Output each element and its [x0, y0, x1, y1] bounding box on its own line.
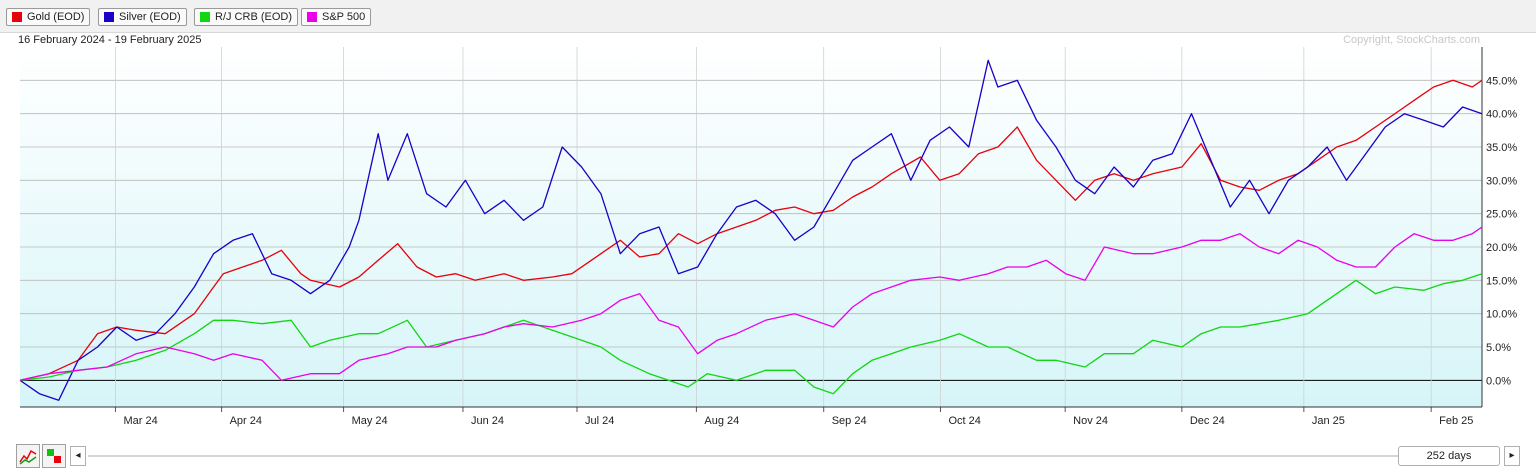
- series-line-sp500: [19, 226, 1483, 381]
- y-tick-label: 5.0%: [1486, 342, 1511, 354]
- x-tick-label: May 24: [352, 415, 388, 427]
- x-tick-label: Jun 24: [471, 415, 504, 427]
- x-tick-label: Feb 25: [1439, 415, 1473, 427]
- compare-view-icon[interactable]: [42, 444, 66, 468]
- y-tick-label: 35.0%: [1486, 142, 1517, 154]
- performance-chart: 0.0% 5.0% 10.0% 15.0% 20.0% 25.0% 30.0% 35.0% 40…: [19, 47, 1517, 427]
- date-range: 16 February 2024 - 19 February 2025: [18, 34, 202, 46]
- y-tick-label: 20.0%: [1486, 242, 1517, 254]
- series-line-gold: [19, 79, 1483, 381]
- silver-swatch-icon: [104, 12, 114, 22]
- y-tick-label: 25.0%: [1486, 209, 1517, 221]
- legend-bar: Gold (EOD) Silver (EOD) R/J CRB (EOD) S&…: [0, 0, 1536, 33]
- timeline-scrollbar[interactable]: [88, 455, 1398, 457]
- legend-gold-label: Gold (EOD): [27, 11, 85, 23]
- y-tick-label: 10.0%: [1486, 309, 1517, 321]
- x-tick-label: Mar 24: [123, 415, 157, 427]
- scroll-left-button[interactable]: ◂: [70, 446, 86, 466]
- x-tick-label: Aug 24: [704, 415, 739, 427]
- legend-sp500-label: S&P 500: [322, 11, 366, 23]
- x-tick-label: Apr 24: [230, 415, 262, 427]
- y-tick-label: 40.0%: [1486, 109, 1517, 121]
- x-tick-label: Jul 24: [585, 415, 614, 427]
- x-tick-label: Oct 24: [948, 415, 980, 427]
- crb-swatch-icon: [200, 12, 210, 22]
- y-tick-label: 15.0%: [1486, 275, 1517, 287]
- legend-silver-toggle[interactable]: Silver (EOD): [98, 8, 187, 26]
- days-range-selector[interactable]: 252 days: [1398, 446, 1500, 466]
- y-tick-label: 45.0%: [1486, 75, 1517, 87]
- plot-area: [20, 47, 1482, 407]
- legend-gold-toggle[interactable]: Gold (EOD): [6, 8, 91, 26]
- sp500-swatch-icon: [307, 12, 317, 22]
- scroll-right-button[interactable]: ▸: [1504, 446, 1520, 466]
- chart-navigation: ◂ 252 days ▸: [0, 438, 1536, 474]
- y-tick-label: 30.0%: [1486, 175, 1517, 187]
- line-chart-view-icon[interactable]: [16, 444, 40, 468]
- x-tick-label: Dec 24: [1190, 415, 1225, 427]
- legend-sp500-toggle[interactable]: S&P 500: [301, 8, 372, 26]
- y-tick-label: 0.0%: [1486, 375, 1511, 387]
- copyright-notice: Copyright, StockCharts.com: [1343, 34, 1480, 46]
- legend-crb-label: R/J CRB (EOD): [215, 11, 292, 23]
- legend-silver-label: Silver (EOD): [119, 11, 181, 23]
- legend-crb-toggle[interactable]: R/J CRB (EOD): [194, 8, 298, 26]
- x-tick-label: Nov 24: [1073, 415, 1108, 427]
- series-line-silver: [19, 59, 1483, 401]
- series-line-crb: [19, 273, 1483, 395]
- x-tick-label: Jan 25: [1312, 415, 1345, 427]
- gold-swatch-icon: [12, 12, 22, 22]
- x-tick-label: Sep 24: [832, 415, 867, 427]
